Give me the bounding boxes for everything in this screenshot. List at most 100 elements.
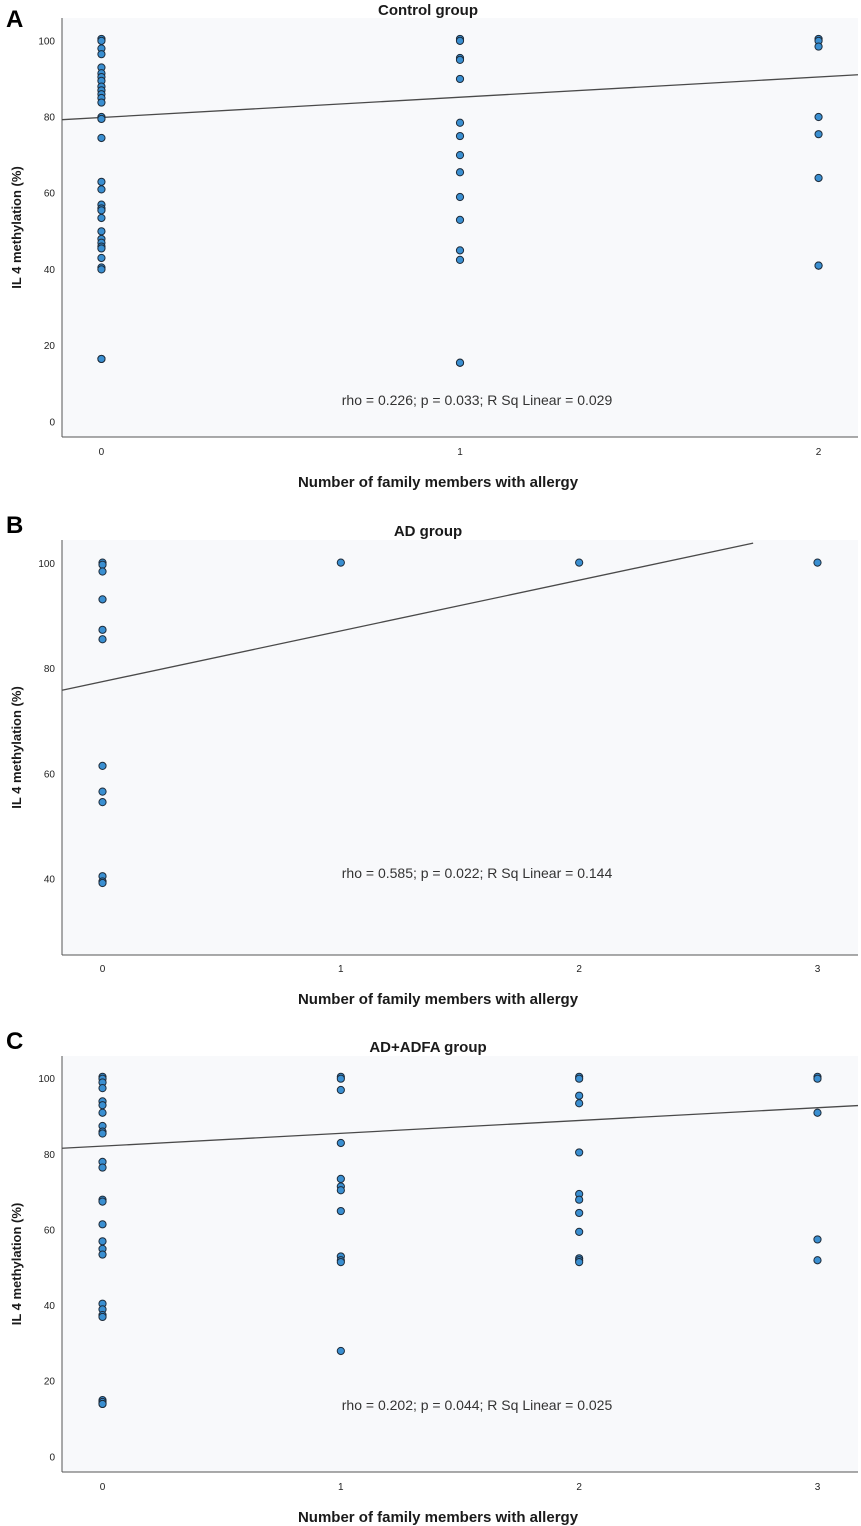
- chart-a-x-tick-label: 0: [99, 447, 105, 458]
- chart-a-y-tick-label: 80: [44, 113, 56, 124]
- chart-a-point: [97, 50, 106, 59]
- chart-b-stats-annotation: rho = 0.585; p = 0.022; R Sq Linear = 0.…: [342, 865, 613, 881]
- chart-a-point: [97, 265, 106, 274]
- chart-c-x-tick-label: 1: [338, 1482, 344, 1493]
- chart-b-point: [98, 567, 107, 576]
- chart-c-point: [98, 1129, 107, 1138]
- chart-a-point: [97, 114, 106, 124]
- chart-a-point: [97, 98, 106, 107]
- chart-c-point: [813, 1108, 822, 1117]
- chart-c-x-tick-label: 2: [576, 1482, 582, 1493]
- chart-b-point: [98, 878, 107, 888]
- chart-a-point: [97, 244, 106, 253]
- chart-c-point: [813, 1256, 822, 1265]
- chart-a-point: [814, 261, 823, 270]
- chart-c-point: [98, 1108, 107, 1117]
- chart-a-point: [97, 177, 106, 186]
- chart-c-point: [98, 1163, 107, 1172]
- panel-a: A Control group 0 20 40 60 80 100 0 1 2 Number of f…: [6, 2, 859, 491]
- chart-a-title: Control group: [378, 2, 478, 19]
- chart-b-point: [98, 625, 107, 634]
- chart-a-point: [455, 215, 465, 224]
- chart-c-point: [98, 1312, 107, 1322]
- chart-c-point: [98, 1197, 107, 1206]
- chart-a-point: [97, 185, 106, 194]
- chart-c-stats-annotation: rho = 0.202; p = 0.044; R Sq Linear = 0.…: [342, 1397, 613, 1413]
- chart-c-y-tick-label: 40: [44, 1301, 56, 1312]
- chart-c-x-tick-label: 0: [100, 1482, 106, 1493]
- chart-c-y-tick-label: 60: [44, 1225, 56, 1236]
- chart-c-point: [575, 1195, 584, 1204]
- chart-a-x-axis-label: Number of family members with allergy: [298, 474, 579, 491]
- chart-c-x-axis-label: Number of family members with allergy: [298, 1509, 579, 1526]
- chart-a-point: [455, 55, 465, 65]
- chart-b-x-axis-label: Number of family members with allergy: [298, 991, 579, 1008]
- chart-c-point: [336, 1258, 345, 1267]
- chart-b-point: [98, 635, 107, 644]
- chart-a-stats-annotation: rho = 0.226; p = 0.033; R Sq Linear = 0.…: [342, 392, 613, 408]
- chart-b-y-axis-label: IL 4 methylation (%): [9, 686, 24, 809]
- chart-a-point: [97, 227, 106, 236]
- chart-a-point: [814, 112, 823, 122]
- chart-a-point: [455, 118, 465, 127]
- chart-c-point: [336, 1186, 345, 1195]
- chart-b-point: [336, 558, 345, 567]
- chart-c-y-tick-label: 0: [49, 1452, 55, 1463]
- chart-b-fit-line: [61, 542, 754, 691]
- chart-c-point: [98, 1250, 107, 1259]
- chart-a-point: [97, 133, 106, 143]
- chart-b-title: AD group: [394, 523, 462, 540]
- chart-b-x-tick-label: 3: [815, 964, 821, 975]
- chart-b-x-tick-label: 2: [576, 964, 582, 975]
- chart-a-point: [455, 192, 465, 202]
- chart-b-point: [813, 558, 822, 567]
- chart-c-point: [336, 1206, 345, 1216]
- chart-c-point: [98, 1084, 107, 1093]
- chart-b-y-tick-label: 40: [44, 874, 56, 885]
- chart-a-point: [455, 151, 465, 160]
- chart-c-point: [575, 1258, 584, 1267]
- chart-a-fit-line: [61, 74, 859, 121]
- chart-a-point: [455, 131, 465, 141]
- chart-a-point: [455, 246, 465, 255]
- chart-b-point: [98, 761, 107, 770]
- chart-a-point: [455, 255, 465, 264]
- chart-b-y-tick-label: 80: [44, 664, 56, 675]
- chart-a-point: [97, 213, 106, 223]
- chart-a-y-tick-label: 0: [49, 417, 55, 428]
- chart-c-title: AD+ADFA group: [369, 1039, 486, 1056]
- chart-a-y-tick-label: 20: [44, 341, 56, 352]
- chart-a-y-tick-label: 100: [38, 36, 55, 47]
- chart-a-point: [814, 42, 823, 51]
- chart-a-point: [97, 206, 106, 215]
- panel-b: B AD group 40 60 80 100 0 1 2 3 Number of family m…: [6, 512, 858, 1008]
- chart-c-panel-letter: C: [6, 1028, 23, 1055]
- chart-b-x-tick-label: 0: [100, 964, 106, 975]
- chart-c-point: [336, 1074, 345, 1083]
- chart-c-plot-area: [62, 1056, 858, 1472]
- chart-c-point: [575, 1074, 584, 1083]
- chart-c-point: [98, 1399, 107, 1409]
- chart-a-point: [814, 173, 823, 183]
- chart-a-plot-area: [62, 18, 858, 437]
- chart-a-y-tick-label: 60: [44, 189, 56, 200]
- chart-c-point: [336, 1346, 345, 1356]
- chart-a-point: [814, 130, 823, 139]
- chart-c-point: [575, 1099, 584, 1108]
- panel-c: C AD+ADFA group 0 20 40 60 80 100 0 1 2 3 Number of …: [6, 1028, 859, 1526]
- chart-c-point: [336, 1174, 345, 1184]
- chart-a-point: [455, 358, 465, 367]
- chart-b-point: [98, 595, 107, 604]
- chart-c-x-tick-label: 3: [815, 1482, 821, 1493]
- chart-a-x-tick-label: 1: [457, 447, 463, 458]
- chart-c-y-axis-label: IL 4 methylation (%): [9, 1203, 24, 1326]
- chart-c-y-tick-label: 100: [38, 1074, 55, 1085]
- chart-c-point: [575, 1227, 584, 1236]
- chart-c-fit-line: [61, 1104, 859, 1149]
- chart-b-point: [98, 787, 107, 796]
- chart-a-point: [97, 354, 106, 364]
- chart-a-y-tick-label: 40: [44, 265, 56, 276]
- chart-b-panel-letter: B: [6, 512, 23, 539]
- chart-c-point: [336, 1138, 345, 1148]
- chart-c-point: [336, 1085, 345, 1095]
